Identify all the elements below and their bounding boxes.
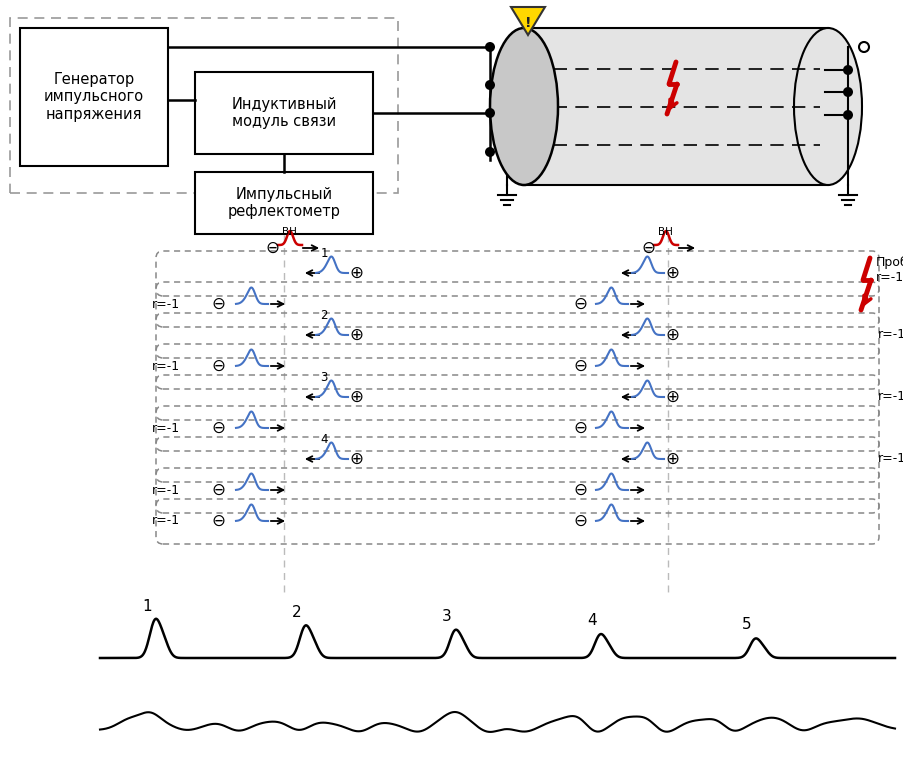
Text: 5: 5 <box>741 617 751 632</box>
Text: ⊕: ⊕ <box>349 264 362 282</box>
Text: ВН: ВН <box>282 227 296 237</box>
Text: ⊖: ⊖ <box>210 295 225 313</box>
Text: ⊖: ⊖ <box>573 357 586 375</box>
Text: ⊖: ⊖ <box>265 239 279 257</box>
Text: 1: 1 <box>321 247 328 260</box>
Text: 1: 1 <box>142 599 152 614</box>
Text: ⊕: ⊕ <box>349 450 362 468</box>
Text: ⊕: ⊕ <box>665 388 678 406</box>
Text: 2: 2 <box>321 309 328 322</box>
Circle shape <box>842 65 852 75</box>
Bar <box>524 28 827 185</box>
Text: r=-1: r=-1 <box>152 483 180 496</box>
Text: Генератор
импульсного
напряжения: Генератор импульсного напряжения <box>44 72 144 122</box>
Text: ⊕: ⊕ <box>349 388 362 406</box>
Text: !: ! <box>524 16 531 30</box>
Text: r=-1: r=-1 <box>152 421 180 434</box>
Text: r=-1: r=-1 <box>152 297 180 310</box>
Circle shape <box>485 80 495 90</box>
Ellipse shape <box>793 28 861 185</box>
Circle shape <box>842 110 852 120</box>
Bar <box>20 28 168 166</box>
Text: 4: 4 <box>587 613 596 628</box>
Text: ⊖: ⊖ <box>210 481 225 499</box>
Text: 3: 3 <box>442 609 452 624</box>
Polygon shape <box>510 7 545 35</box>
Text: ВН: ВН <box>657 227 672 237</box>
Text: 3: 3 <box>321 371 328 384</box>
Circle shape <box>485 108 495 118</box>
Text: 4: 4 <box>321 433 328 446</box>
Bar <box>195 72 373 154</box>
Text: ⊖: ⊖ <box>210 419 225 437</box>
Bar <box>10 18 397 193</box>
Text: r=-1: r=-1 <box>152 359 180 372</box>
Text: ⊖: ⊖ <box>210 512 225 530</box>
Text: ⊕: ⊕ <box>665 450 678 468</box>
Text: r=-1: r=-1 <box>152 515 180 528</box>
Text: r=-1: r=-1 <box>877 329 903 342</box>
Text: ⊕: ⊕ <box>665 264 678 282</box>
Circle shape <box>485 147 495 157</box>
Text: ⊕: ⊕ <box>665 326 678 344</box>
Text: ⊖: ⊖ <box>573 419 586 437</box>
Text: Пробой
r=-1: Пробой r=-1 <box>875 256 903 284</box>
Bar <box>195 172 373 234</box>
Circle shape <box>485 42 495 52</box>
Text: ⊖: ⊖ <box>640 239 654 257</box>
Text: r=-1: r=-1 <box>877 391 903 404</box>
Circle shape <box>842 87 852 97</box>
Ellipse shape <box>489 28 557 185</box>
Text: ⊕: ⊕ <box>349 326 362 344</box>
Text: 2: 2 <box>292 605 302 620</box>
Circle shape <box>858 42 868 52</box>
Text: ⊖: ⊖ <box>573 295 586 313</box>
Text: r=-1: r=-1 <box>877 453 903 466</box>
Text: ⊖: ⊖ <box>210 357 225 375</box>
Text: Индуктивный
модуль связи: Индуктивный модуль связи <box>231 97 337 129</box>
Text: ⊖: ⊖ <box>573 481 586 499</box>
Text: ⊖: ⊖ <box>573 512 586 530</box>
Text: Импульсный
рефлектометр: Импульсный рефлектометр <box>228 187 340 219</box>
